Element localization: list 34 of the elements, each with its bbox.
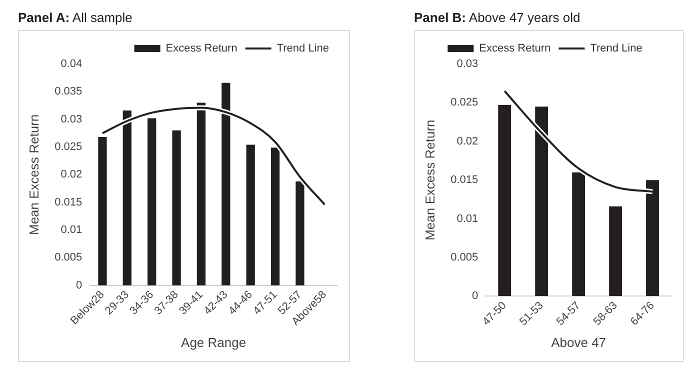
legend-label: Excess Return [166, 42, 238, 55]
chart-title: Panel A: All sample [18, 9, 134, 27]
bar [609, 206, 622, 296]
legend-label: Trend Line [276, 42, 330, 55]
y-tick-label: 0.005 [450, 252, 478, 264]
bar [172, 130, 181, 286]
bar [246, 144, 255, 286]
y-axis-title: Mean Excess Return [26, 114, 42, 236]
y-tick-label: 0.015 [54, 196, 82, 208]
y-tick-label: 0 [472, 290, 478, 302]
y-tick-label: 0.02 [60, 168, 82, 181]
y-tick-label: 0.035 [54, 86, 82, 98]
y-tick-label: 0.01 [456, 212, 478, 225]
x-axis-title: Age Range [181, 334, 246, 350]
x-axis-title: Above 47 [551, 334, 606, 350]
y-axis-title: Mean Excess Return [422, 120, 438, 240]
y-tick-label: 0.02 [456, 135, 478, 148]
y-tick-label: 0 [76, 279, 82, 292]
bar [98, 137, 107, 286]
y-tick-label: 0.015 [450, 174, 478, 186]
y-tick-label: 0.025 [54, 141, 82, 154]
chart-title: Panel B: Above 47 years old [414, 9, 582, 27]
y-tick-label: 0.005 [54, 252, 82, 264]
y-tick-label: 0.04 [60, 58, 82, 70]
bar [535, 106, 548, 296]
y-tick-label: 0.01 [60, 224, 82, 236]
bar [148, 118, 156, 286]
legend-label: Trend Line [590, 42, 642, 55]
bar [296, 181, 304, 286]
y-tick-label: 0.025 [450, 96, 478, 109]
legend-label: Excess Return [479, 42, 551, 55]
bar [498, 105, 512, 296]
y-tick-label: 0.03 [60, 113, 82, 126]
y-tick-label: 0.03 [456, 58, 478, 70]
